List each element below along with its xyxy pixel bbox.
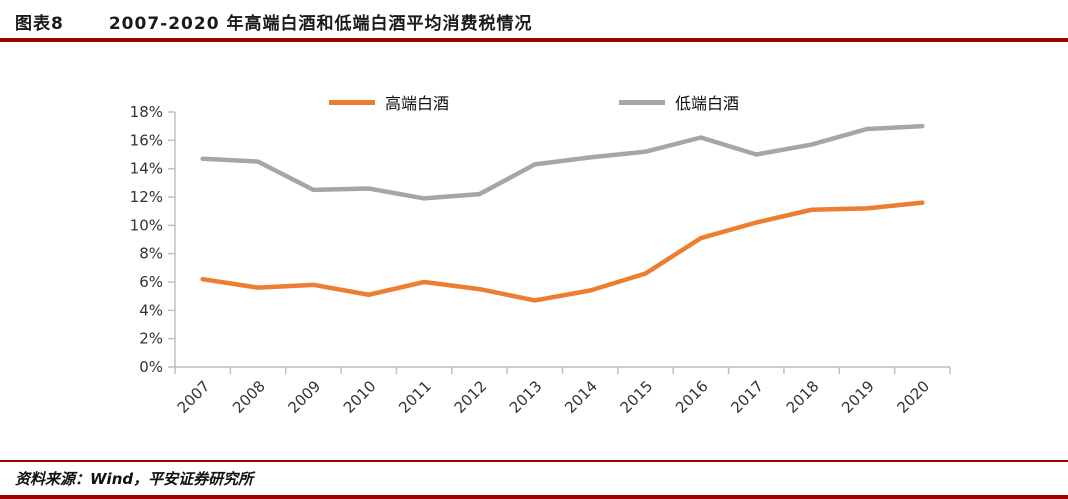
svg-text:2018: 2018: [783, 377, 823, 417]
figure-title: 2007-2020 年高端白酒和低端白酒平均消费税情况: [108, 14, 533, 34]
svg-text:2010: 2010: [340, 377, 380, 417]
figure-footer: 资料来源：Wind，平安证券研究所: [0, 460, 1068, 499]
svg-text:18%: 18%: [130, 103, 163, 121]
svg-text:14%: 14%: [130, 160, 163, 178]
source-text: 资料来源：Wind，平安证券研究所: [15, 470, 254, 488]
svg-text:10%: 10%: [130, 216, 163, 234]
svg-text:12%: 12%: [130, 188, 163, 206]
svg-text:2013: 2013: [506, 377, 546, 417]
svg-text:2009: 2009: [284, 377, 324, 417]
svg-text:2016: 2016: [672, 377, 712, 417]
svg-text:8%: 8%: [139, 245, 163, 263]
svg-text:2015: 2015: [617, 377, 657, 417]
svg-text:2014: 2014: [561, 377, 601, 417]
svg-text:2020: 2020: [893, 377, 933, 417]
svg-text:2012: 2012: [451, 377, 491, 417]
chart-svg: 0% 2% 4% 6% 8% 10% 12% 14% 16% 18% 2007 2008 2009 201…: [130, 103, 951, 417]
svg-text:2019: 2019: [838, 377, 878, 417]
svg-text:2017: 2017: [727, 377, 767, 417]
svg-text:16%: 16%: [130, 131, 163, 149]
svg-text:2011: 2011: [395, 377, 435, 417]
figure-label: 图表8: [15, 14, 64, 34]
svg-text:2007: 2007: [174, 377, 214, 417]
svg-text:2%: 2%: [139, 330, 163, 348]
svg-text:2008: 2008: [229, 377, 269, 417]
svg-text:0%: 0%: [139, 358, 163, 376]
figure-header: 图表8 2007-2020 年高端白酒和低端白酒平均消费税情况: [0, 0, 1068, 42]
svg-text:6%: 6%: [139, 273, 163, 291]
svg-text:4%: 4%: [139, 301, 163, 319]
chart-area: 高端白酒 低端白酒 0% 2% 4% 6% 8% 10% 12% 14% 16% 18% 2007 2…: [0, 42, 1068, 442]
